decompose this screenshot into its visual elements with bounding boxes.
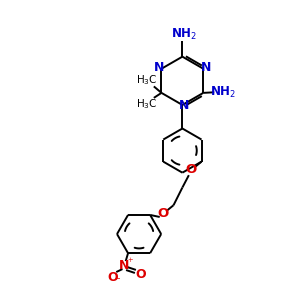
Text: O: O [186, 164, 197, 176]
Text: N: N [119, 259, 130, 272]
Text: O: O [107, 272, 118, 284]
Text: NH$_2$: NH$_2$ [210, 85, 236, 100]
Text: N: N [200, 61, 211, 74]
Text: H$_3$C: H$_3$C [136, 73, 158, 87]
Text: $^+$: $^+$ [126, 258, 134, 268]
Text: O: O [135, 268, 146, 281]
Text: N: N [179, 99, 189, 112]
Text: O: O [158, 207, 169, 220]
Text: $^-$: $^-$ [113, 277, 122, 286]
Text: NH$_2$: NH$_2$ [171, 27, 196, 42]
Text: H$_3$C: H$_3$C [136, 97, 158, 111]
Text: N: N [154, 61, 164, 74]
